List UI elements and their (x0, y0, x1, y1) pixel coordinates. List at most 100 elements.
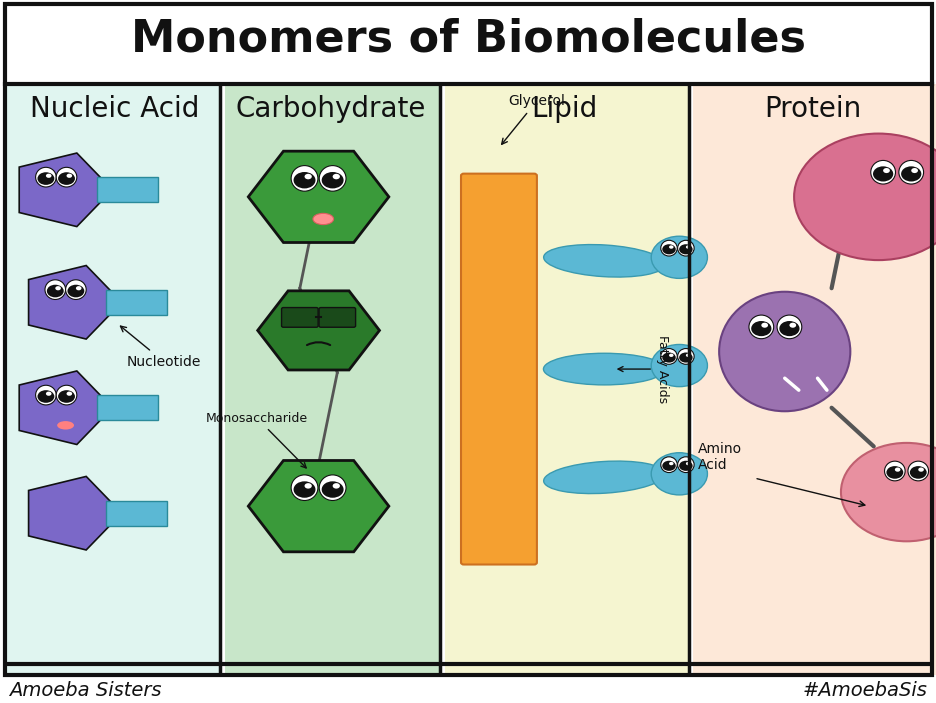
Circle shape (917, 467, 923, 472)
Circle shape (900, 167, 920, 181)
FancyBboxPatch shape (445, 84, 688, 675)
Circle shape (304, 174, 312, 179)
Text: Amoeba Sisters: Amoeba Sisters (9, 681, 162, 700)
Circle shape (67, 285, 84, 297)
Ellipse shape (884, 461, 904, 481)
FancyBboxPatch shape (5, 84, 220, 675)
Circle shape (909, 466, 926, 479)
Circle shape (304, 483, 312, 489)
Ellipse shape (870, 160, 895, 184)
Ellipse shape (313, 214, 333, 225)
Circle shape (679, 244, 692, 254)
Polygon shape (20, 371, 112, 444)
Circle shape (885, 466, 902, 479)
Ellipse shape (660, 240, 677, 256)
Ellipse shape (36, 167, 56, 187)
FancyBboxPatch shape (107, 290, 167, 315)
Ellipse shape (776, 315, 801, 339)
Circle shape (882, 168, 889, 173)
Circle shape (37, 390, 54, 403)
Circle shape (66, 174, 72, 178)
Circle shape (840, 443, 936, 541)
Text: Protein: Protein (764, 95, 860, 123)
Ellipse shape (319, 475, 345, 501)
Circle shape (662, 244, 675, 254)
Circle shape (894, 467, 899, 472)
Text: #AmoebaSis: #AmoebaSis (802, 681, 927, 700)
Circle shape (58, 172, 75, 185)
Ellipse shape (898, 160, 923, 184)
Ellipse shape (543, 461, 665, 494)
Ellipse shape (66, 280, 86, 299)
Text: Nucleotide: Nucleotide (121, 326, 200, 368)
FancyBboxPatch shape (693, 84, 936, 675)
Polygon shape (248, 151, 388, 243)
Circle shape (651, 453, 707, 495)
Polygon shape (248, 460, 388, 552)
Circle shape (793, 134, 936, 260)
FancyBboxPatch shape (97, 395, 157, 420)
Circle shape (76, 286, 81, 290)
FancyBboxPatch shape (225, 84, 440, 675)
FancyBboxPatch shape (0, 0, 936, 84)
Ellipse shape (543, 353, 665, 385)
Circle shape (779, 321, 798, 336)
Circle shape (685, 354, 690, 357)
Circle shape (332, 174, 340, 179)
Circle shape (685, 462, 690, 465)
Ellipse shape (319, 166, 345, 191)
Ellipse shape (660, 457, 677, 472)
FancyBboxPatch shape (107, 501, 167, 526)
Circle shape (872, 167, 892, 181)
Polygon shape (29, 266, 122, 339)
Circle shape (321, 172, 344, 188)
Circle shape (662, 352, 675, 363)
FancyBboxPatch shape (97, 177, 157, 202)
Circle shape (668, 462, 673, 465)
Circle shape (66, 392, 72, 396)
Text: Carbohydrate: Carbohydrate (235, 95, 425, 123)
Ellipse shape (660, 349, 677, 364)
Circle shape (685, 245, 690, 249)
Text: Fatty Acids: Fatty Acids (618, 335, 668, 403)
Ellipse shape (907, 461, 928, 481)
Ellipse shape (748, 315, 773, 339)
Circle shape (55, 286, 61, 290)
Polygon shape (20, 153, 112, 226)
Text: Glycerol: Glycerol (501, 94, 564, 144)
Circle shape (46, 392, 51, 396)
Circle shape (662, 460, 675, 471)
Polygon shape (257, 291, 379, 370)
FancyBboxPatch shape (461, 174, 536, 565)
Ellipse shape (718, 292, 850, 411)
Circle shape (37, 172, 54, 185)
Text: Monosaccharide: Monosaccharide (206, 412, 308, 468)
Ellipse shape (677, 457, 694, 472)
Ellipse shape (677, 240, 694, 256)
Text: Amino
Acid: Amino Acid (697, 442, 741, 472)
Circle shape (910, 168, 917, 173)
Text: Monomers of Biomolecules: Monomers of Biomolecules (131, 17, 805, 60)
Text: Lipid: Lipid (531, 95, 597, 123)
Ellipse shape (291, 166, 317, 191)
Circle shape (47, 285, 64, 297)
Circle shape (668, 245, 673, 249)
FancyBboxPatch shape (282, 308, 318, 328)
Circle shape (293, 172, 315, 188)
Ellipse shape (543, 245, 665, 277)
Circle shape (679, 460, 692, 471)
Circle shape (46, 174, 51, 178)
Circle shape (651, 344, 707, 387)
Circle shape (58, 390, 75, 403)
Circle shape (760, 323, 768, 328)
Circle shape (668, 354, 673, 357)
Ellipse shape (56, 385, 77, 405)
Circle shape (651, 236, 707, 278)
Circle shape (321, 482, 344, 498)
Circle shape (679, 352, 692, 363)
Ellipse shape (45, 280, 66, 299)
Ellipse shape (36, 385, 56, 405)
Ellipse shape (291, 475, 317, 501)
Ellipse shape (56, 167, 77, 187)
Circle shape (788, 323, 796, 328)
